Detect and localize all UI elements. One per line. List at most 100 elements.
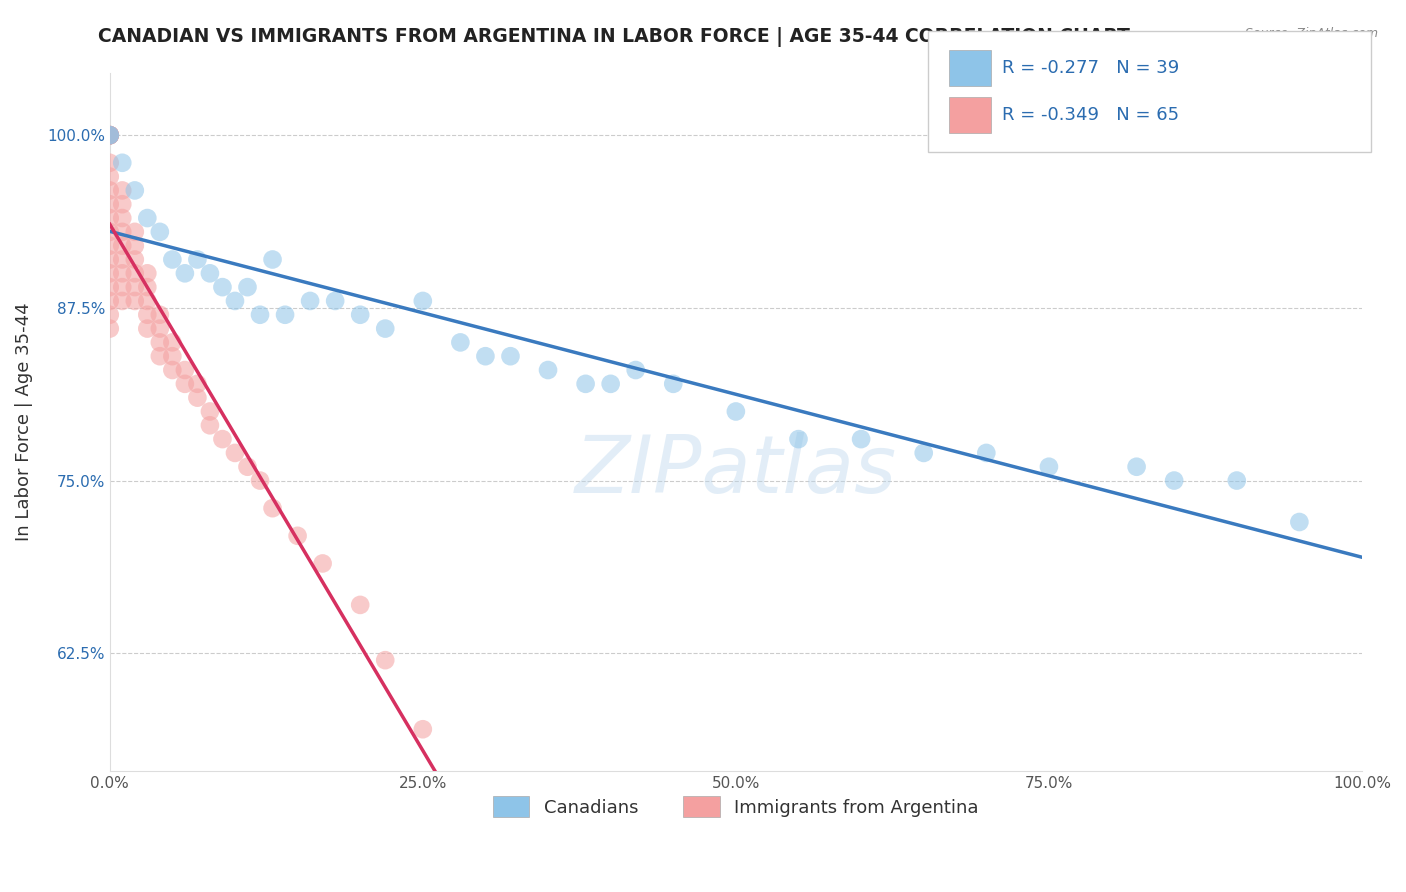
Point [98,128,121,143]
Text: ZIPatlas: ZIPatlas [575,432,897,509]
Point [136,308,159,322]
Point [136,280,159,294]
Point [162,363,184,377]
Point [211,280,233,294]
Point [98,225,121,239]
Point [98,321,121,335]
Point [224,446,246,460]
Point [124,293,146,308]
Point [173,376,195,391]
Point [349,598,371,612]
Point [111,252,134,267]
Point [98,128,121,143]
Point [98,169,121,184]
Point [136,321,159,335]
Point [1038,459,1060,474]
Point [787,432,810,446]
Point [149,225,172,239]
Point [111,293,134,308]
Point [449,335,471,350]
Point [124,238,146,252]
Point [349,308,371,322]
Point [98,293,121,308]
Point [124,225,146,239]
Point [98,252,121,267]
Point [98,155,121,169]
Point [186,391,208,405]
Point [98,128,121,143]
Text: Source: ZipAtlas.com: Source: ZipAtlas.com [1244,27,1378,40]
Point [149,321,172,335]
Point [1163,474,1185,488]
Point [537,363,560,377]
Point [98,128,121,143]
Legend: Canadians, Immigrants from Argentina: Canadians, Immigrants from Argentina [486,789,986,824]
Point [374,321,396,335]
Point [262,252,284,267]
Point [111,225,134,239]
Point [186,252,208,267]
Point [136,211,159,225]
Point [211,432,233,446]
Point [162,349,184,363]
Point [412,293,434,308]
Point [311,557,333,571]
Point [136,293,159,308]
Point [1226,474,1249,488]
Point [149,349,172,363]
Point [1125,459,1147,474]
Text: R = -0.277   N = 39: R = -0.277 N = 39 [1002,59,1180,77]
Point [98,128,121,143]
Point [274,308,297,322]
Point [111,183,134,197]
Point [323,293,346,308]
Point [124,183,146,197]
Point [124,280,146,294]
Point [98,128,121,143]
Point [198,266,221,280]
Point [98,197,121,211]
Point [98,128,121,143]
Point [173,266,195,280]
Text: CANADIAN VS IMMIGRANTS FROM ARGENTINA IN LABOR FORCE | AGE 35-44 CORRELATION CHA: CANADIAN VS IMMIGRANTS FROM ARGENTINA IN… [98,27,1130,46]
Point [111,238,134,252]
Point [412,723,434,737]
Point [149,308,172,322]
Point [236,459,259,474]
Text: R = -0.349   N = 65: R = -0.349 N = 65 [1002,106,1180,124]
Point [287,529,309,543]
Point [124,252,146,267]
Point [224,293,246,308]
Point [624,363,647,377]
Point [98,211,121,225]
Point [186,376,208,391]
Point [173,363,195,377]
Point [98,238,121,252]
Point [98,183,121,197]
Point [599,376,621,391]
Point [499,349,522,363]
Point [724,404,747,418]
Point [662,376,685,391]
Point [249,474,271,488]
Point [98,280,121,294]
Point [849,432,872,446]
Point [249,308,271,322]
Point [976,446,998,460]
Point [198,404,221,418]
Point [111,197,134,211]
Point [98,128,121,143]
Point [262,501,284,516]
Point [449,791,471,805]
Point [124,266,146,280]
Point [149,335,172,350]
Point [912,446,935,460]
Point [136,266,159,280]
Point [1288,515,1310,529]
Point [98,266,121,280]
Point [198,418,221,433]
Y-axis label: In Labor Force | Age 35-44: In Labor Force | Age 35-44 [15,302,32,541]
Point [111,280,134,294]
Point [162,335,184,350]
Point [98,128,121,143]
